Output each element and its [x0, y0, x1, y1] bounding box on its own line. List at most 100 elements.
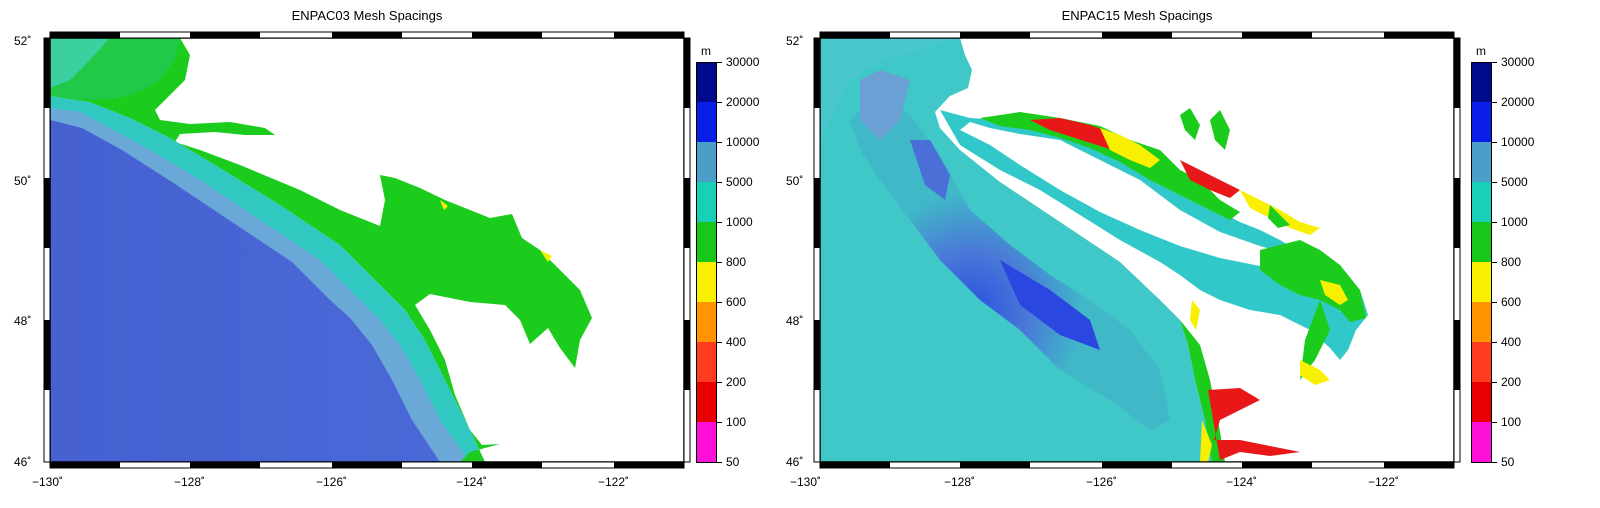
map-panel-enpac03: ENPAC03 Mesh Spacings [14, 8, 760, 489]
colorbar-tick [717, 382, 722, 383]
colorbar-tick [717, 262, 722, 263]
frame-ticks-bottom [49, 461, 685, 469]
colorbar-tick [1492, 102, 1497, 103]
colorbar-tick [1492, 382, 1497, 383]
colorbar-level-label: 30000 [1501, 55, 1535, 69]
colorbar-tick [717, 142, 722, 143]
map-enpac03 [43, 31, 691, 469]
colorbar-level-label: 50 [726, 455, 740, 469]
colorbar [1471, 62, 1492, 463]
lon-label: −130˚ [32, 475, 64, 489]
colorbar-tick [717, 342, 722, 343]
colorbar-level-label: 800 [726, 255, 747, 269]
colorbar-block [696, 342, 717, 382]
colorbar-tick [1492, 422, 1497, 423]
colorbar-block [1471, 342, 1492, 382]
colorbar-level-label: 5000 [726, 175, 753, 189]
colorbar-block [1471, 62, 1492, 103]
colorbar-tick [1492, 462, 1497, 463]
colorbar-block [1471, 422, 1492, 463]
colorbar-tick [1492, 262, 1497, 263]
colorbar-tick [1492, 182, 1497, 183]
colorbar-level-label: 10000 [726, 135, 760, 149]
lat-label: 52˚ [14, 34, 32, 48]
colorbar-block [1471, 262, 1492, 302]
colorbar-level-label: 10000 [1501, 135, 1535, 149]
frame-ticks-left [813, 37, 821, 463]
lon-label: −122˚ [598, 475, 630, 489]
lat-label: 48˚ [786, 314, 804, 328]
colorbar-level-label: 400 [1501, 335, 1522, 349]
colorbar-level-label: 20000 [726, 95, 760, 109]
colorbar-block [1471, 102, 1492, 142]
lat-label: 52˚ [786, 34, 804, 48]
frame-ticks-top [819, 31, 1455, 39]
colorbar-block [696, 422, 717, 463]
lat-label: 50˚ [786, 174, 804, 188]
colorbar-block [1471, 302, 1492, 342]
colorbar-tick [717, 62, 722, 63]
deep-ocean [50, 38, 470, 462]
colorbar-block [696, 382, 717, 422]
colorbar-tick [1492, 302, 1497, 303]
map-panel-enpac15: ENPAC15 Mesh Spacings [786, 0, 1600, 508]
colorbar-block [696, 62, 717, 103]
frame-ticks-right [683, 37, 691, 463]
colorbar-tick [1492, 142, 1497, 143]
colorbar-tick [717, 102, 722, 103]
frame-ticks-top [49, 31, 685, 39]
colorbar-tick [717, 422, 722, 423]
lon-label: −130˚ [790, 475, 822, 489]
lon-label: −126˚ [316, 475, 348, 489]
colorbar [696, 62, 717, 463]
colorbar-level-label: 400 [726, 335, 747, 349]
colorbar-block [1471, 142, 1492, 182]
colorbar-tick [717, 182, 722, 183]
map-title: ENPAC03 Mesh Spacings [291, 8, 443, 23]
map-title: ENPAC15 Mesh Spacings [1061, 8, 1213, 23]
colorbar-tick [717, 462, 722, 463]
lon-label: −124˚ [456, 475, 488, 489]
colorbar-level-label: 100 [1501, 415, 1522, 429]
colorbar-level-label: 600 [726, 295, 747, 309]
colorbar-level-label: 600 [1501, 295, 1522, 309]
colorbar-level-label: 1000 [726, 215, 753, 229]
slope-band [50, 108, 470, 462]
colorbar-block [1471, 182, 1492, 222]
colorbar-tick [1492, 62, 1497, 63]
colorbar-tick [717, 222, 722, 223]
colorbar-unit: m [701, 44, 711, 58]
colorbar-level-label: 200 [726, 375, 747, 389]
colorbar-level-label: 30000 [726, 55, 760, 69]
lat-label: 46˚ [14, 455, 32, 469]
colorbar-block [696, 302, 717, 342]
lon-label: −124˚ [1226, 475, 1258, 489]
lon-label: −122˚ [1368, 475, 1400, 489]
colorbar-unit: m [1476, 44, 1486, 58]
colorbar-tick [1492, 222, 1497, 223]
lon-label: −128˚ [174, 475, 206, 489]
colorbar-level-label: 50 [1501, 455, 1515, 469]
colorbar-level-label: 1000 [1501, 215, 1528, 229]
colorbar-level-label: 800 [1501, 255, 1522, 269]
lon-label: −128˚ [944, 475, 976, 489]
shelf-corner [50, 38, 110, 88]
colorbar-block [696, 222, 717, 262]
lat-label: 48˚ [14, 314, 32, 328]
colorbar-tick [1492, 342, 1497, 343]
colorbar-tick [717, 302, 722, 303]
colorbar-block [696, 102, 717, 142]
estuary-fine-mesh [1208, 388, 1300, 460]
lon-label: −126˚ [1086, 475, 1118, 489]
colorbar-level-label: 20000 [1501, 95, 1535, 109]
lat-label: 46˚ [786, 455, 804, 469]
frame-ticks-right [1453, 37, 1461, 463]
map-enpac15 [813, 31, 1461, 469]
frame-ticks-left [43, 37, 51, 463]
frame-ticks-bottom [819, 461, 1455, 469]
colorbar-block [1471, 382, 1492, 422]
colorbar-level-label: 5000 [1501, 175, 1528, 189]
colorbar-block [1471, 222, 1492, 262]
colorbar-block [696, 142, 717, 182]
colorbar-level-label: 200 [1501, 375, 1522, 389]
